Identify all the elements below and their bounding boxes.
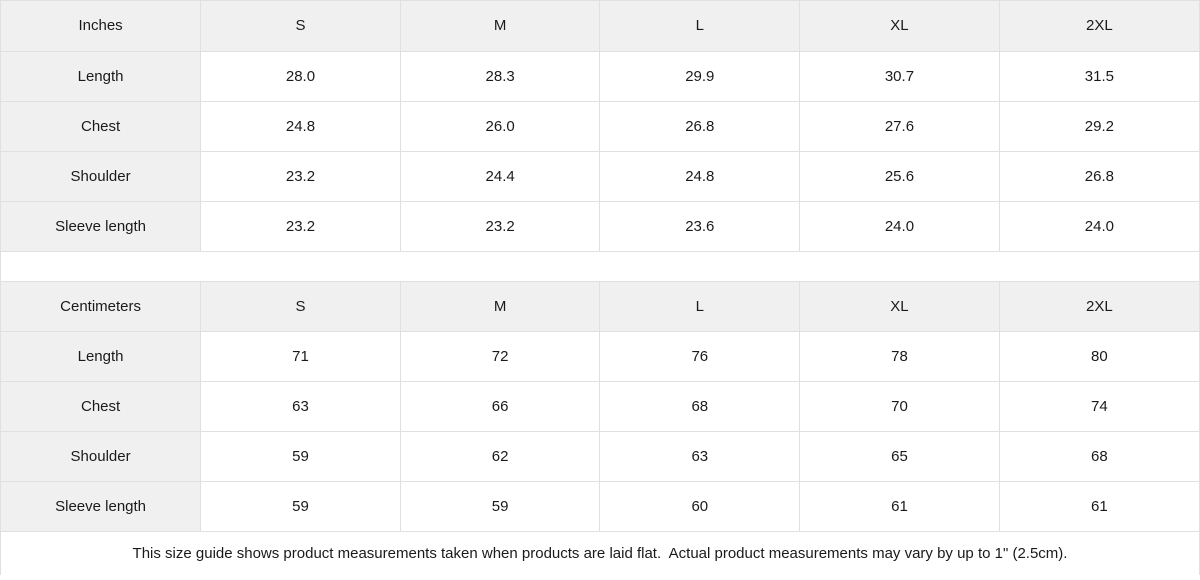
- measurement-value: 60: [599, 481, 801, 532]
- measurement-label: Shoulder: [1, 151, 202, 202]
- measurement-value: 23.2: [200, 201, 401, 252]
- measurement-label: Length: [1, 331, 202, 382]
- measurement-value: 78: [799, 331, 1000, 382]
- inches-size-table: Inches S M L XL 2XL Length 28.0 28.3 29.9 30.7 31.5…: [1, 1, 1199, 252]
- measurement-label: Sleeve length: [1, 201, 202, 252]
- measurement-row: Shoulder 59 62 63 65 68: [1, 431, 1199, 482]
- measurement-row: Sleeve length 23.2 23.2 23.6 24.0 24.0: [1, 201, 1199, 252]
- measurement-value: 63: [200, 381, 401, 432]
- measurement-row: Chest 24.8 26.0 26.8 27.6 29.2: [1, 101, 1199, 152]
- measurement-value: 23.2: [200, 151, 401, 202]
- measurement-value: 29.2: [999, 101, 1199, 152]
- measurement-label: Shoulder: [1, 431, 202, 482]
- measurement-value: 74: [999, 381, 1199, 432]
- size-column-header: M: [400, 281, 601, 332]
- measurement-row: Sleeve length 59 59 60 61 61: [1, 481, 1199, 532]
- measurement-value: 62: [400, 431, 601, 482]
- measurement-value: 65: [799, 431, 1000, 482]
- measurement-value: 59: [200, 481, 401, 532]
- measurement-label: Chest: [1, 101, 202, 152]
- measurement-value: 26.8: [999, 151, 1199, 202]
- measurement-value: 26.0: [400, 101, 601, 152]
- unit-header-cell: Centimeters: [1, 281, 202, 332]
- measurement-value: 24.0: [799, 201, 1000, 252]
- measurement-value: 24.8: [599, 151, 801, 202]
- measurement-value: 66: [400, 381, 601, 432]
- measurement-value: 24.0: [999, 201, 1199, 252]
- measurement-row: Length 28.0 28.3 29.9 30.7 31.5: [1, 51, 1199, 102]
- measurement-value: 30.7: [799, 51, 1000, 102]
- size-column-header: 2XL: [999, 1, 1199, 52]
- measurement-row: Shoulder 23.2 24.4 24.8 25.6 26.8: [1, 151, 1199, 202]
- measurement-label: Length: [1, 51, 202, 102]
- measurement-value: 23.2: [400, 201, 601, 252]
- size-column-header: L: [599, 1, 801, 52]
- measurement-value: 72: [400, 331, 601, 382]
- size-column-header: L: [599, 281, 801, 332]
- measurement-row: Length 71 72 76 78 80: [1, 331, 1199, 382]
- size-column-header: XL: [799, 1, 1000, 52]
- measurement-value: 63: [599, 431, 801, 482]
- measurement-value: 23.6: [599, 201, 801, 252]
- centimeters-size-table: Centimeters S M L XL 2XL Length 71 72 76 78 80 Chest…: [1, 281, 1199, 532]
- measurement-value: 31.5: [999, 51, 1199, 102]
- measurement-value: 70: [799, 381, 1000, 432]
- measurement-value: 25.6: [799, 151, 1000, 202]
- size-column-header: S: [200, 1, 401, 52]
- measurement-value: 27.6: [799, 101, 1000, 152]
- measurement-row: Chest 63 66 68 70 74: [1, 381, 1199, 432]
- size-guide-note: This size guide shows product measuremen…: [1, 532, 1199, 575]
- header-row: Inches S M L XL 2XL: [1, 1, 1199, 52]
- unit-header-cell: Inches: [1, 1, 202, 52]
- measurement-value: 68: [599, 381, 801, 432]
- size-column-header: XL: [799, 281, 1000, 332]
- measurement-value: 24.8: [200, 101, 401, 152]
- measurement-value: 24.4: [400, 151, 601, 202]
- measurement-value: 28.0: [200, 51, 401, 102]
- measurement-value: 59: [200, 431, 401, 482]
- measurement-value: 59: [400, 481, 601, 532]
- size-column-header: S: [200, 281, 401, 332]
- header-row: Centimeters S M L XL 2XL: [1, 281, 1199, 332]
- measurement-label: Chest: [1, 381, 202, 432]
- measurement-value: 71: [200, 331, 401, 382]
- measurement-value: 61: [799, 481, 1000, 532]
- size-column-header: M: [400, 1, 601, 52]
- measurement-value: 28.3: [400, 51, 601, 102]
- measurement-value: 29.9: [599, 51, 801, 102]
- measurement-value: 68: [999, 431, 1199, 482]
- measurement-label: Sleeve length: [1, 481, 202, 532]
- table-spacer: [1, 251, 1199, 282]
- measurement-value: 26.8: [599, 101, 801, 152]
- size-column-header: 2XL: [999, 281, 1199, 332]
- measurement-value: 61: [999, 481, 1199, 532]
- measurement-value: 76: [599, 331, 801, 382]
- measurement-value: 80: [999, 331, 1199, 382]
